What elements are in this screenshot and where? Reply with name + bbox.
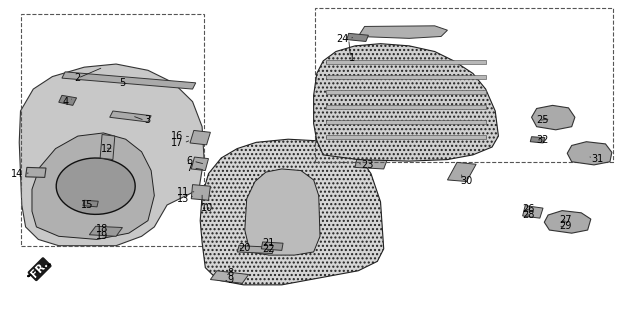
Polygon shape xyxy=(326,60,486,64)
Text: 31: 31 xyxy=(591,154,603,164)
Text: 17: 17 xyxy=(171,138,183,148)
Text: 24: 24 xyxy=(336,34,349,44)
Polygon shape xyxy=(56,158,135,214)
Text: 1: 1 xyxy=(349,53,355,63)
Polygon shape xyxy=(358,26,447,38)
Polygon shape xyxy=(237,246,274,253)
Text: 12: 12 xyxy=(100,143,113,154)
Polygon shape xyxy=(200,139,384,285)
Text: 30: 30 xyxy=(460,176,472,185)
Text: 19: 19 xyxy=(96,231,108,241)
Text: 2: 2 xyxy=(75,73,81,83)
Text: 14: 14 xyxy=(12,169,24,179)
Text: 18: 18 xyxy=(96,224,108,234)
Polygon shape xyxy=(90,226,122,236)
Polygon shape xyxy=(191,157,209,171)
Text: 22: 22 xyxy=(262,245,275,254)
Text: 11: 11 xyxy=(177,187,189,197)
Text: 6: 6 xyxy=(186,156,193,166)
Text: 28: 28 xyxy=(523,210,535,220)
Polygon shape xyxy=(447,162,476,181)
Polygon shape xyxy=(532,105,575,130)
Text: 26: 26 xyxy=(523,204,535,214)
Polygon shape xyxy=(347,33,369,41)
Polygon shape xyxy=(567,142,612,165)
Polygon shape xyxy=(32,133,154,240)
Text: 15: 15 xyxy=(81,200,94,210)
Text: 3: 3 xyxy=(145,115,151,125)
Polygon shape xyxy=(523,206,543,218)
Polygon shape xyxy=(190,131,211,145)
Text: 5: 5 xyxy=(119,78,125,88)
Polygon shape xyxy=(326,90,486,94)
Text: 21: 21 xyxy=(262,238,275,247)
Polygon shape xyxy=(531,137,545,143)
Polygon shape xyxy=(314,44,499,161)
Polygon shape xyxy=(26,167,46,177)
Polygon shape xyxy=(109,111,151,122)
Text: 27: 27 xyxy=(559,215,572,225)
Polygon shape xyxy=(83,200,99,207)
Polygon shape xyxy=(19,64,204,246)
Text: 29: 29 xyxy=(559,221,572,231)
Polygon shape xyxy=(211,271,248,283)
Text: 25: 25 xyxy=(537,115,549,125)
Text: 16: 16 xyxy=(171,131,183,141)
Text: 8: 8 xyxy=(228,268,234,278)
Polygon shape xyxy=(62,72,196,89)
Polygon shape xyxy=(100,135,115,160)
Polygon shape xyxy=(326,75,486,79)
Polygon shape xyxy=(326,136,486,139)
Polygon shape xyxy=(191,185,211,200)
Polygon shape xyxy=(326,105,486,109)
Text: 4: 4 xyxy=(62,97,68,106)
Text: 10: 10 xyxy=(201,203,213,213)
Polygon shape xyxy=(261,242,283,250)
FancyArrowPatch shape xyxy=(28,264,50,276)
Text: 9: 9 xyxy=(228,275,234,284)
Text: 20: 20 xyxy=(239,243,251,253)
Text: 32: 32 xyxy=(537,135,549,145)
Text: 23: 23 xyxy=(362,160,374,170)
Text: FR.: FR. xyxy=(29,259,50,280)
Polygon shape xyxy=(355,159,387,169)
Polygon shape xyxy=(544,211,591,233)
Polygon shape xyxy=(59,95,77,105)
Polygon shape xyxy=(245,169,320,255)
Text: 13: 13 xyxy=(177,194,189,204)
Text: 7: 7 xyxy=(186,163,193,173)
Polygon shape xyxy=(326,120,486,124)
